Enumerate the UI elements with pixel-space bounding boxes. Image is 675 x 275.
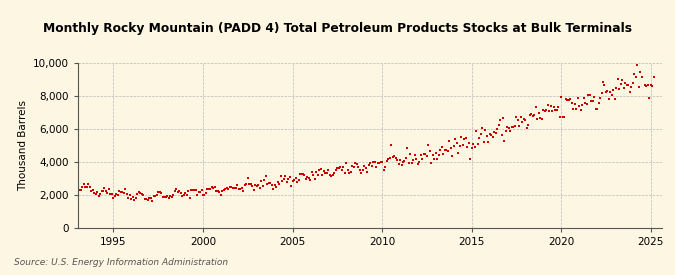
Text: Source: U.S. Energy Information Administration: Source: U.S. Energy Information Administ… [14,258,227,267]
Text: Monthly Rocky Mountain (PADD 4) Total Petroleum Products Stocks at Bulk Terminal: Monthly Rocky Mountain (PADD 4) Total Pe… [43,22,632,35]
Y-axis label: Thousand Barrels: Thousand Barrels [18,100,28,191]
